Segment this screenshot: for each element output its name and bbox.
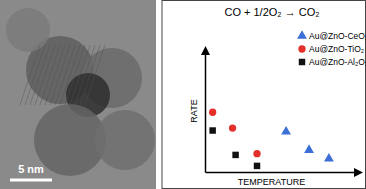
legend-marker: [299, 59, 305, 65]
figure: 5 nm CO + 1/2O₂ → CO₂ TEMPERATURE RATE Au@Zn…: [0, 0, 366, 189]
legend-entry: Au@ZnO-CeO₂: [297, 30, 366, 41]
legend-entry: Au@ZnO-TiO₂: [298, 44, 364, 54]
lattice-fringe: [30, 45, 50, 105]
lattice-fringe: [75, 45, 95, 105]
lattice-fringe: [55, 45, 75, 105]
micrograph: 5 nm: [0, 0, 156, 189]
legend-entry: Au@ZnO-Al₂O₃: [299, 57, 366, 67]
series: [209, 127, 260, 169]
lattice-fringe: [35, 45, 55, 105]
y-axis: [205, 51, 206, 173]
lattice-fringe: [80, 45, 100, 105]
legend: Au@ZnO-CeO₂ Au@ZnO-TiO₂ Au@ZnO-Al₂O₃: [297, 30, 366, 67]
x-axis: [206, 172, 359, 173]
lattice-fringe: [45, 45, 65, 105]
particle: [6, 8, 50, 52]
lattice-fringe: [85, 45, 105, 105]
micrograph-background: [0, 0, 156, 189]
lattice-fringe: [40, 45, 60, 105]
particle: [95, 110, 155, 170]
scale-bar-label: 5 nm: [18, 163, 44, 175]
legend-label: Au@ZnO-Al₂O₃: [309, 57, 366, 67]
y-axis-title: RATE: [189, 99, 199, 122]
plot-area: [209, 109, 334, 170]
x-axis-title: TEMPERATURE: [238, 177, 305, 187]
legend-label: Au@ZnO-TiO₂: [309, 44, 364, 54]
legend-marker: [298, 45, 305, 52]
series: [281, 126, 334, 161]
point: [281, 126, 291, 135]
legend-label: Au@ZnO-CeO₂: [309, 31, 366, 41]
axis-line: [206, 172, 359, 174]
point: [304, 144, 314, 153]
lattice-fringe: [50, 45, 70, 105]
point: [232, 152, 238, 158]
point: [209, 127, 215, 133]
lattice-fringe: [20, 45, 40, 105]
scale-bar: [10, 179, 52, 182]
point: [254, 163, 260, 169]
lattice-fringe: [70, 45, 90, 105]
series: [209, 109, 261, 158]
point: [229, 124, 236, 131]
point: [209, 109, 216, 116]
point: [324, 153, 334, 162]
chart-title: CO + 1/2O₂ → CO₂: [224, 6, 319, 18]
lattice-fringe: [25, 45, 45, 105]
lattice-fringe: [65, 45, 85, 105]
legend-marker: [297, 30, 307, 39]
point: [253, 150, 260, 157]
axis-line: [205, 51, 207, 173]
chart-frame: [162, 1, 366, 189]
lattice-fringe: [60, 45, 80, 105]
